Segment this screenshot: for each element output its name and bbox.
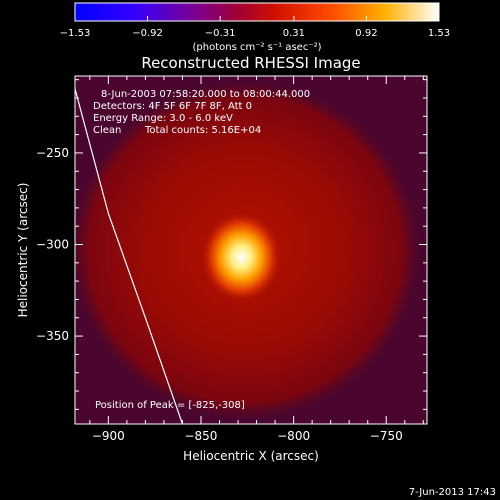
footer-date: 7-Jun-2013 17:43 [409, 487, 496, 498]
colorbar-tick-label: 0.31 [283, 28, 305, 39]
annotation-energy: Energy Range: 3.0 - 6.0 keV [93, 113, 233, 124]
chart-title: Reconstructed RHESSI Image [141, 54, 360, 72]
emission-peak [201, 212, 282, 303]
solar-limb-curve [75, 88, 184, 424]
x-tick-label: −850 [184, 429, 217, 443]
colorbar-tick-label: 0.92 [355, 28, 377, 39]
x-axis-label: Heliocentric X (arcsec) [183, 449, 319, 463]
colorbar: −1.53 −0.92 −0.31 0.31 0.92 1.53 (photons cm⁻… [60, 2, 450, 53]
colorbar-tick-label: 1.53 [428, 28, 450, 39]
colorbar-tick-label: −0.92 [132, 28, 163, 39]
plot-frame [74, 75, 428, 425]
annotation-peak-position: Position of Peak = [-825,-308] [95, 400, 245, 411]
x-axis-ticks: −900 −850 −800 −750 [89, 76, 424, 443]
y-tick-label: −250 [36, 146, 69, 160]
annotation-clean: Clean [93, 125, 121, 136]
x-tick-label: −900 [92, 429, 125, 443]
x-tick-label: −800 [277, 429, 310, 443]
heatmap-image [75, 76, 427, 424]
annotation-detectors: Detectors: 4F 5F 6F 7F 8F, Att 0 [93, 101, 252, 112]
x-tick-label: −750 [370, 429, 403, 443]
y-tick-label: −300 [36, 238, 69, 252]
y-axis-ticks: −250 −300 −350 [36, 79, 427, 410]
colorbar-gradient [74, 2, 440, 22]
colorbar-tick-label: −0.31 [205, 28, 236, 39]
colorbar-tick-label: −1.53 [60, 28, 91, 39]
y-axis-label: Heliocentric Y (arcsec) [16, 183, 30, 318]
colorbar-unit-label: (photons cm⁻² s⁻¹ asec⁻²) [192, 42, 321, 53]
annotation-time-range: 8-Jun-2003 07:58:20.000 to 08:00:44.000 [101, 89, 310, 100]
y-tick-label: −350 [36, 329, 69, 343]
annotation-counts: Total counts: 5.16E+04 [144, 125, 261, 136]
